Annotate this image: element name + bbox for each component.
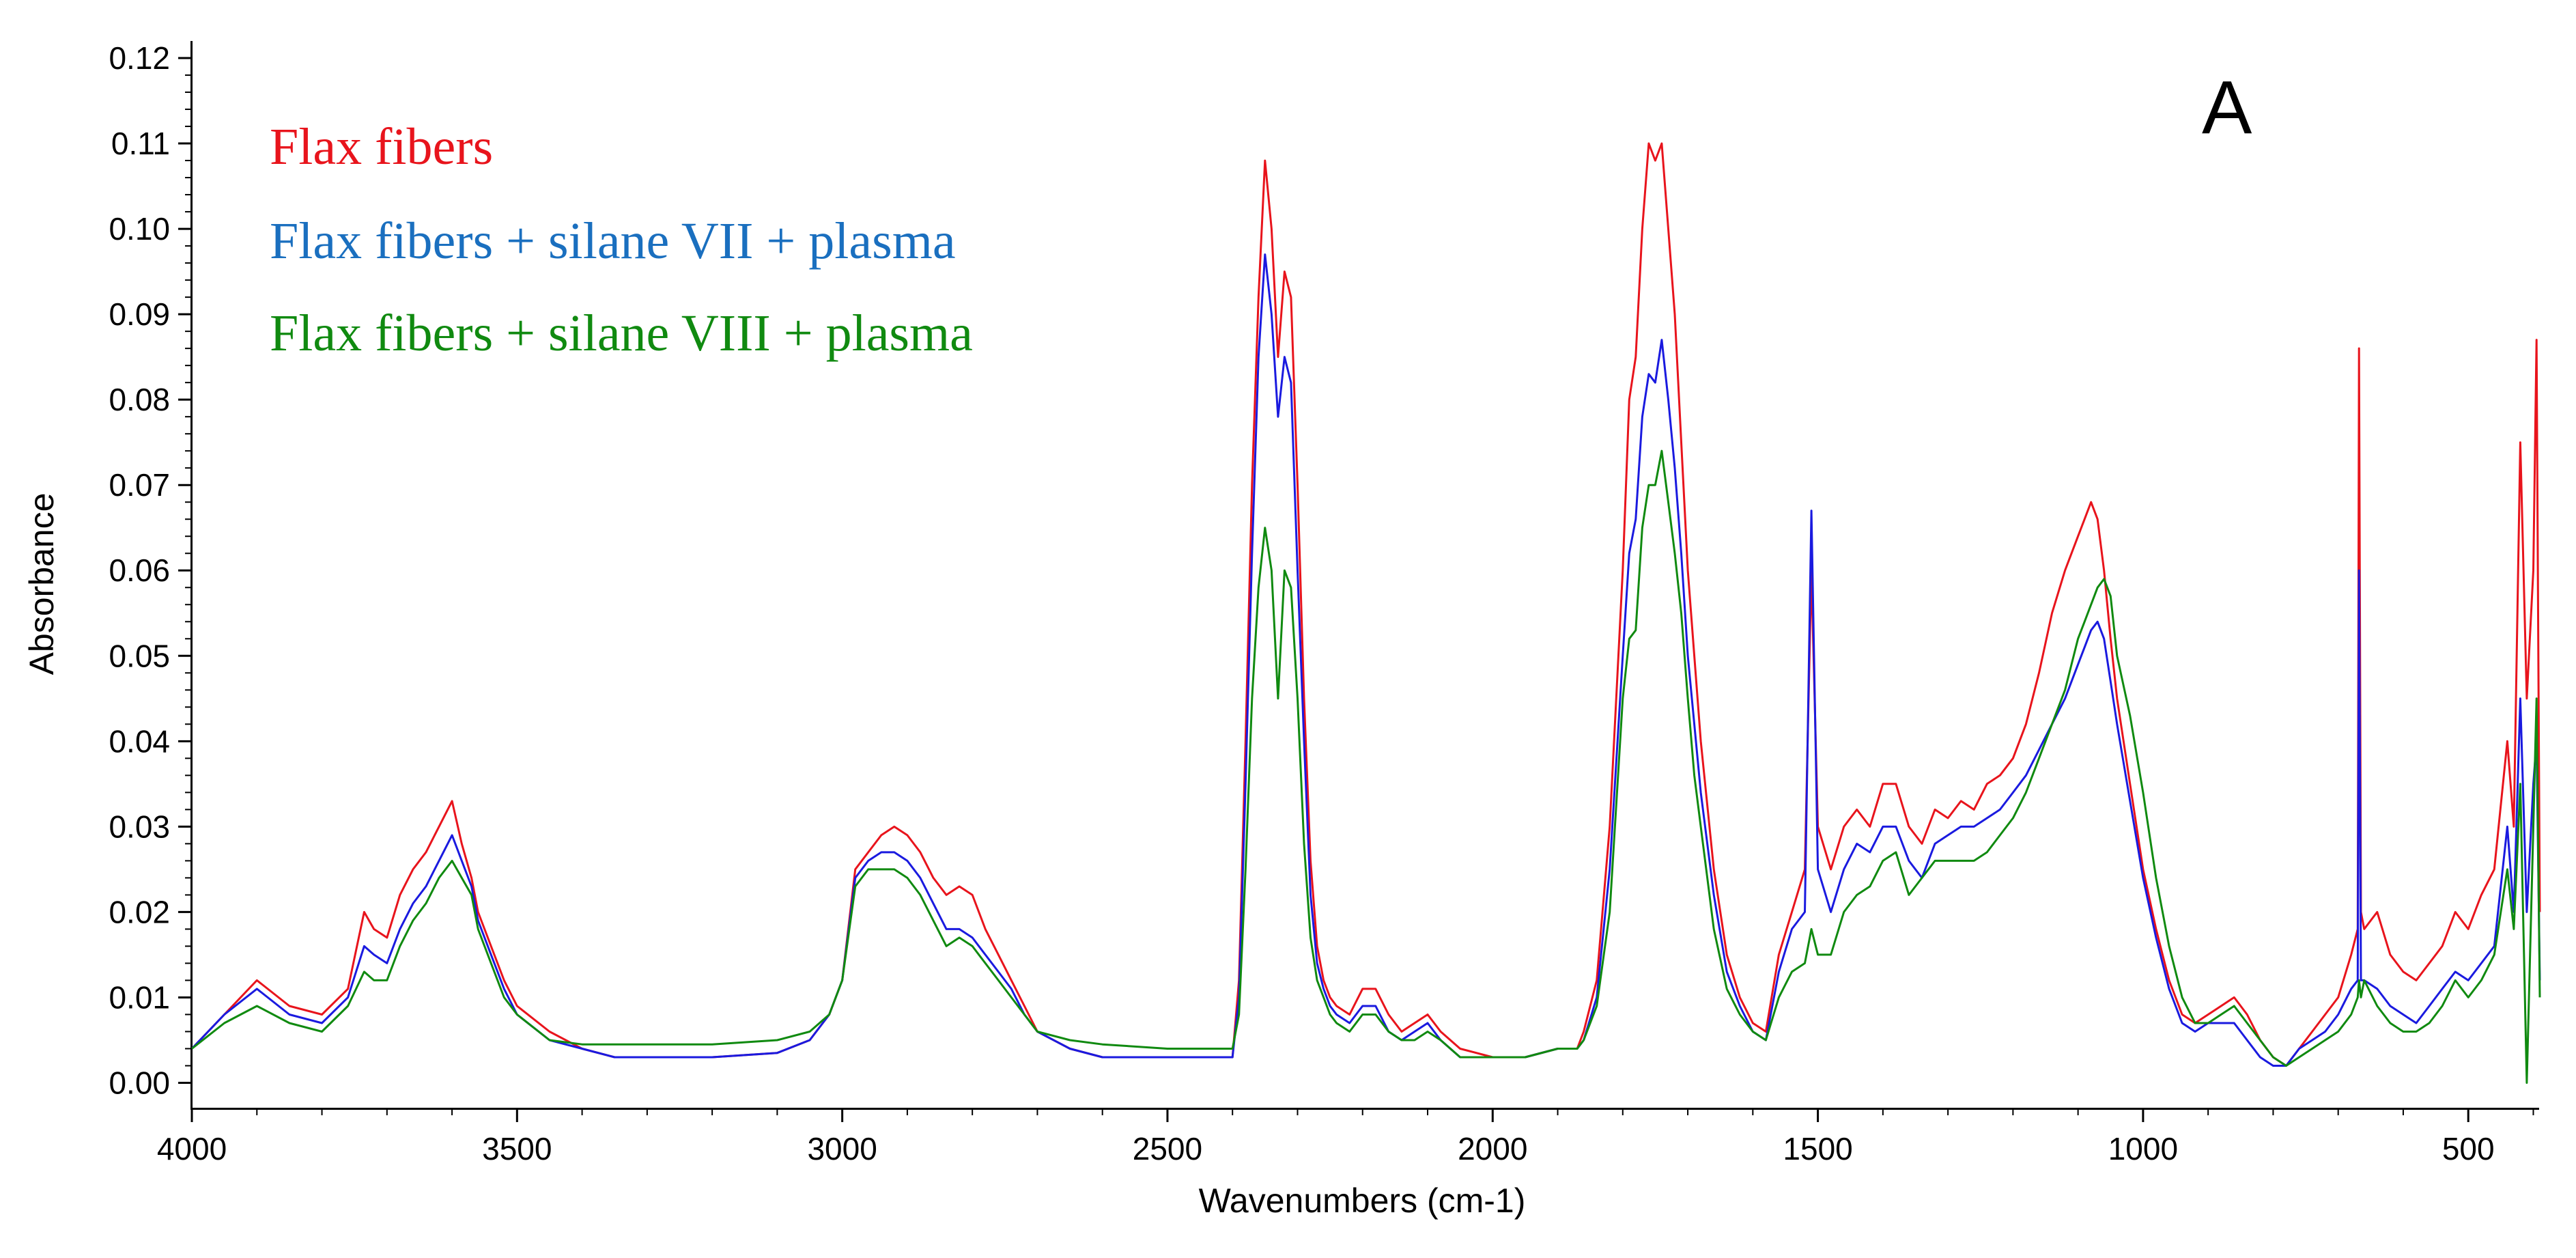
x-axis-ticks: 4000 3500 3000 2500 2000 1500 1000 500 — [157, 1108, 2534, 1166]
plot-frame-bottom — [190, 1108, 2539, 1110]
legend-entry-silane-vii: Flax fibers + silane VII + plasma — [270, 212, 956, 270]
y-axis-title: Absorbance — [23, 493, 61, 675]
y-tick-label: 0.00 — [109, 1065, 170, 1100]
plot-frame-left — [190, 41, 193, 1110]
y-tick-label: 0.04 — [109, 723, 170, 759]
y-tick-label: 0.03 — [109, 809, 170, 844]
legend: Flax fibers Flax fibers + silane VII + p… — [270, 118, 973, 362]
legend-entry-silane-viii: Flax fibers + silane VIII + plasma — [270, 305, 973, 362]
y-tick-label: 0.08 — [109, 382, 170, 417]
y-tick-label: 0.10 — [109, 211, 170, 247]
x-axis-title: Wavenumbers (cm-1) — [1199, 1182, 1526, 1220]
y-axis-ticks: 0.00 0.01 0.02 0.03 0.04 0.05 0.06 0.07 0.08 0.09… — [109, 40, 192, 1100]
y-tick-label: 0.12 — [109, 40, 170, 76]
y-tick-label: 0.06 — [109, 553, 170, 588]
plot-area — [190, 41, 2539, 1110]
x-tick-label: 3000 — [807, 1131, 877, 1166]
x-tick-label: 4000 — [157, 1131, 227, 1166]
y-tick-label: 0.11 — [111, 126, 170, 161]
x-tick-label: 2000 — [1458, 1131, 1527, 1166]
series-line-1 — [190, 142, 2541, 1067]
x-tick-label: 2500 — [1133, 1131, 1202, 1166]
y-tick-label: 0.07 — [109, 467, 170, 503]
x-tick-label: 1500 — [1783, 1131, 1852, 1166]
x-tick-label: 1000 — [2108, 1131, 2178, 1166]
x-tick-label: 500 — [2442, 1131, 2495, 1166]
y-tick-label: 0.01 — [109, 979, 170, 1015]
y-tick-label: 0.02 — [109, 894, 170, 929]
legend-entry-flax-fibers: Flax fibers — [270, 118, 493, 176]
y-tick-label: 0.05 — [109, 638, 170, 673]
x-tick-label: 3500 — [482, 1131, 552, 1166]
panel-label: A — [2202, 66, 2252, 150]
series-layer — [190, 142, 2541, 1084]
series-line-2 — [190, 253, 2541, 1067]
y-tick-label: 0.09 — [109, 296, 170, 332]
series-line-3 — [191, 449, 2541, 1084]
